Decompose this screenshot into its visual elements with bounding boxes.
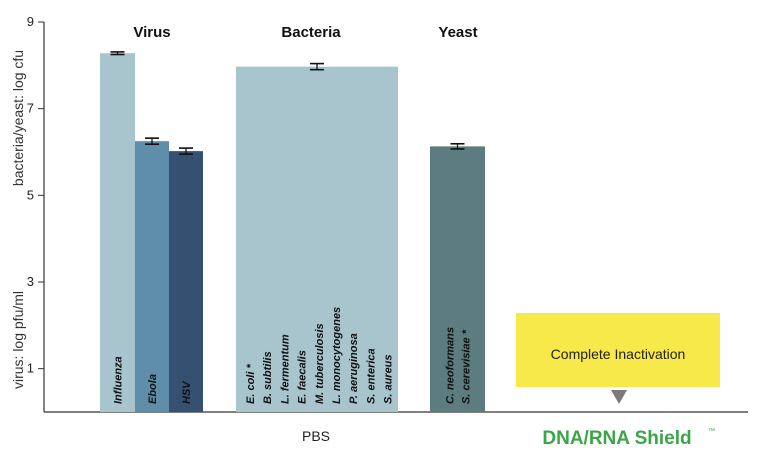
trademark-mark: ™ — [708, 428, 715, 435]
y-axis-label-bottom: virus: log pfu/ml — [10, 291, 26, 389]
bar-label: E. faecalis — [297, 350, 309, 404]
bar-label: HSV — [181, 380, 193, 404]
y-tick-label: 5 — [27, 187, 34, 202]
bar — [100, 53, 135, 412]
bar-label: L. monocytogenes — [331, 307, 343, 404]
bar-label: Ebola — [147, 374, 159, 404]
bar — [236, 66, 398, 412]
bar-label: L. fermentum — [279, 334, 291, 404]
bar-label: C. neoformans — [445, 327, 457, 404]
bar — [169, 151, 203, 412]
bars — [100, 51, 720, 412]
labels: 1 3 5 7 9 bacteria/yeast: log cfu virus: log p… — [10, 14, 715, 449]
bar-label: P. aeruginosa — [348, 333, 360, 404]
bar-label: S. aureus — [383, 354, 395, 404]
group-header: Virus — [133, 24, 170, 41]
group-header: Yeast — [438, 24, 477, 41]
x-category-pbs: PBS — [302, 428, 330, 444]
bar-label: S. enterica — [365, 348, 377, 404]
y-tick-label: 3 — [27, 274, 34, 289]
x-category-shield: DNA/RNA Shield — [542, 428, 691, 449]
y-axis-label-top: bacteria/yeast: log cfu — [10, 50, 26, 186]
bar-label: M. tuberculosis — [314, 323, 326, 404]
annotation-label: Complete Inactivation — [551, 346, 686, 362]
group-header: Bacteria — [281, 24, 341, 41]
bar — [135, 141, 169, 412]
y-tick-label: 7 — [27, 101, 34, 116]
annotation-arrow — [611, 390, 627, 404]
bar-label: S. cerevisiae * — [461, 329, 473, 404]
annotation-box — [516, 313, 720, 387]
bar — [430, 146, 485, 412]
bar-label: Influenza — [113, 356, 125, 404]
bar-label: E. coli * — [245, 364, 257, 404]
y-tick-label: 9 — [27, 14, 34, 29]
y-tick-label: 1 — [27, 361, 34, 376]
bar-label: B. subtilis — [262, 351, 274, 404]
